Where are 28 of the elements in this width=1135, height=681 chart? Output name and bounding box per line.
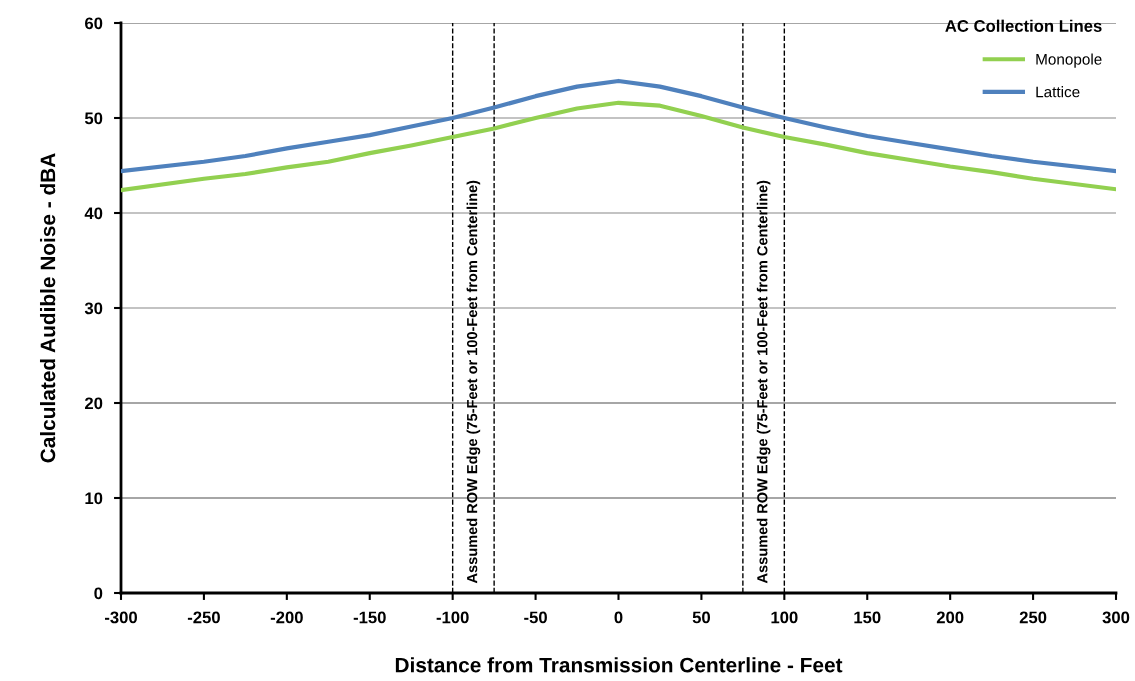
- ref-line-label: Assumed ROW Edge (75-Feet or 100-Feet from Centerline): [466, 180, 481, 584]
- x-tick-label: 300: [1102, 611, 1130, 624]
- y-axis-title: Calculated Audible Noise - dBA: [39, 153, 56, 463]
- y-tick-label: 50: [84, 112, 103, 125]
- y-tick-label: 40: [84, 207, 103, 220]
- line-series: [121, 78, 1116, 174]
- x-tick-label: 150: [854, 611, 881, 624]
- x-tick-label: -100: [436, 611, 469, 624]
- x-tick-label: 200: [936, 611, 964, 624]
- x-tick-label: 100: [771, 611, 798, 624]
- x-tick-label: 50: [692, 611, 710, 624]
- x-tick-label: 250: [1019, 611, 1047, 624]
- x-tick-label: -200: [270, 611, 303, 624]
- y-tick-label: 0: [94, 587, 103, 600]
- legend-label: Lattice: [1036, 86, 1080, 98]
- y-tick-label: 10: [85, 492, 103, 505]
- ref-line-label: Assumed ROW Edge (75-Feet or 100-Feet from Centerline): [756, 180, 771, 584]
- x-axis-title: Distance from Transmission Centerline - Feet: [395, 657, 843, 673]
- y-tick-label: 60: [85, 17, 103, 30]
- x-tick-label: -50: [524, 611, 547, 624]
- legend-title: AC Collection Lines: [945, 19, 1102, 32]
- x-tick-label: -150: [353, 611, 386, 624]
- x-tick-label: -250: [187, 611, 220, 624]
- y-tick-label: 20: [84, 397, 103, 410]
- y-tick-label: 30: [84, 302, 103, 315]
- legend-label: Monopole: [1036, 53, 1102, 68]
- x-tick-label: -300: [104, 611, 137, 624]
- x-tick-label: 0: [614, 611, 623, 624]
